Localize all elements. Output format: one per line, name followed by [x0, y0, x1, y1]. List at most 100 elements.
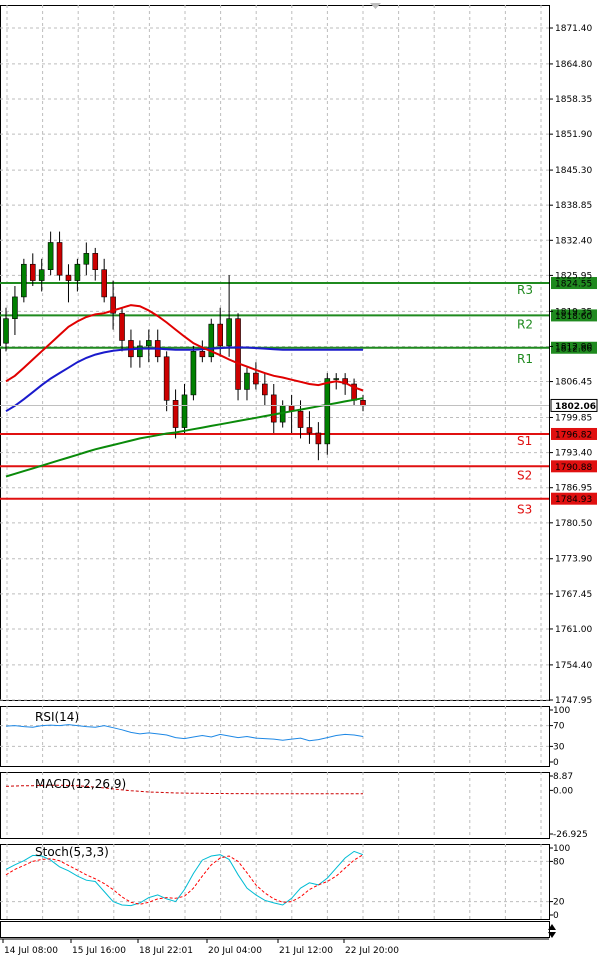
candle-body	[226, 318, 232, 347]
time-tick-label: 20 Jul 04:00	[208, 946, 262, 956]
rsi-tick-label: 70	[553, 722, 565, 732]
candle-body	[119, 312, 125, 341]
price-tick-label: 1812.90	[555, 342, 592, 352]
scale-up-icon[interactable]	[548, 924, 556, 930]
price-tick-label: 1851.90	[555, 130, 592, 140]
price-tick-label: 1767.45	[555, 590, 592, 600]
candle-body	[333, 378, 340, 380]
scale-down-icon[interactable]	[548, 932, 556, 938]
candle-body	[65, 274, 72, 281]
rsi-line	[5, 724, 364, 742]
stoch-panel	[0, 844, 550, 920]
rsi-panel	[0, 706, 550, 767]
candle-body	[306, 427, 313, 434]
rsi-label: RSI(14)	[35, 710, 79, 724]
price-tick-label: 1761.00	[555, 625, 592, 635]
price-panel	[0, 5, 550, 701]
rsi-tick-label: 30	[553, 742, 565, 752]
candle-body	[56, 242, 63, 276]
level-name-r2: R2	[517, 317, 533, 331]
price-tick-label: 1754.40	[555, 661, 592, 671]
candle-body	[181, 394, 188, 428]
time-tick-label: 22 Jul 20:00	[345, 946, 399, 956]
candle-body	[262, 383, 268, 396]
stoch-tick-label: 20	[553, 898, 565, 908]
price-tick-label: 1871.40	[555, 24, 592, 34]
candle-body	[217, 323, 223, 347]
level-price-label-s2: 1790.88	[555, 463, 592, 473]
stoch-signal-line	[5, 854, 364, 905]
candle-body	[74, 263, 81, 281]
price-tick-label: 1832.40	[555, 236, 592, 246]
price-tick-label: 1858.35	[555, 95, 592, 105]
ma-fast-line	[5, 304, 364, 392]
macd-label: MACD(12,26,9)	[35, 777, 126, 791]
stoch-tick-label: 80	[553, 857, 565, 867]
candle-body	[21, 263, 27, 298]
level-name-s2: S2	[517, 468, 532, 482]
candle-body	[244, 372, 250, 390]
candle-body	[199, 351, 206, 358]
macd-panel	[0, 772, 550, 839]
level-name-s3: S3	[517, 503, 532, 517]
candle-body	[235, 318, 241, 390]
level-price-box-s2	[551, 460, 597, 473]
candle-body	[324, 378, 331, 445]
price-tick-label: 1819.35	[555, 307, 592, 317]
level-name-r1: R1	[517, 352, 533, 366]
level-price-box-r2	[551, 309, 597, 322]
candle-body	[137, 345, 143, 358]
macd-tick-label: -26.925	[553, 830, 588, 840]
candle-body	[315, 432, 322, 445]
macd-tick-label: 0.00	[553, 786, 573, 796]
time-tick-label: 15 Jul 16:00	[72, 946, 126, 956]
level-price-label-s1: 1796.82	[555, 430, 592, 440]
candle-body	[146, 340, 152, 347]
stoch-tick-label: 0	[553, 911, 559, 921]
stoch-main-line	[5, 850, 364, 907]
rsi-tick-label: 0	[553, 758, 559, 768]
candle-body	[92, 253, 99, 270]
level-name-r3: R3	[517, 283, 533, 297]
level-price-box-s3	[551, 492, 597, 505]
price-tick-label: 1825.95	[555, 271, 592, 281]
candle-body	[270, 394, 277, 423]
candle-body	[190, 351, 197, 396]
time-tick-label: 18 Jul 22:01	[139, 946, 193, 956]
price-tick-label: 1845.30	[555, 166, 592, 176]
price-tick-label: 1773.90	[555, 555, 592, 565]
stoch-tick-label: 100	[553, 844, 570, 854]
scroll-marker-icon[interactable]	[370, 3, 381, 9]
price-tick-label: 1838.85	[555, 201, 592, 211]
level-price-label-r1: 1812.66	[555, 344, 592, 354]
current-price-label: 1802.06	[555, 402, 596, 412]
candle-body	[83, 253, 90, 265]
level-price-label-r2: 1818.60	[555, 312, 592, 322]
time-tick-label: 21 Jul 12:00	[279, 946, 333, 956]
stoch-label: Stoch(5,3,3)	[35, 845, 109, 859]
candle-body	[208, 323, 215, 358]
level-price-box-r3	[551, 277, 597, 290]
price-tick-label: 1793.40	[555, 449, 592, 459]
candle-body	[297, 410, 304, 428]
candle-body	[29, 263, 36, 281]
candle-body	[12, 296, 18, 319]
level-price-box-r1	[551, 341, 597, 354]
ma-slow-line	[5, 397, 364, 478]
price-tick-label: 1780.50	[555, 519, 592, 529]
candle-body	[47, 242, 54, 270]
candle-body	[172, 400, 179, 428]
ma-mid-line	[5, 346, 363, 413]
time-tick-label: 14 Jul 08:00	[4, 946, 58, 956]
macd-signal-line	[5, 784, 363, 795]
candle-body	[110, 296, 116, 314]
level-price-box-s1	[551, 427, 597, 440]
price-tick-label: 1864.80	[555, 60, 592, 70]
candle-body	[101, 269, 107, 298]
candle-body	[38, 269, 45, 281]
price-tick-label: 1799.85	[555, 413, 592, 423]
candle-body	[253, 372, 259, 385]
price-tick-label: 1786.95	[555, 484, 592, 494]
